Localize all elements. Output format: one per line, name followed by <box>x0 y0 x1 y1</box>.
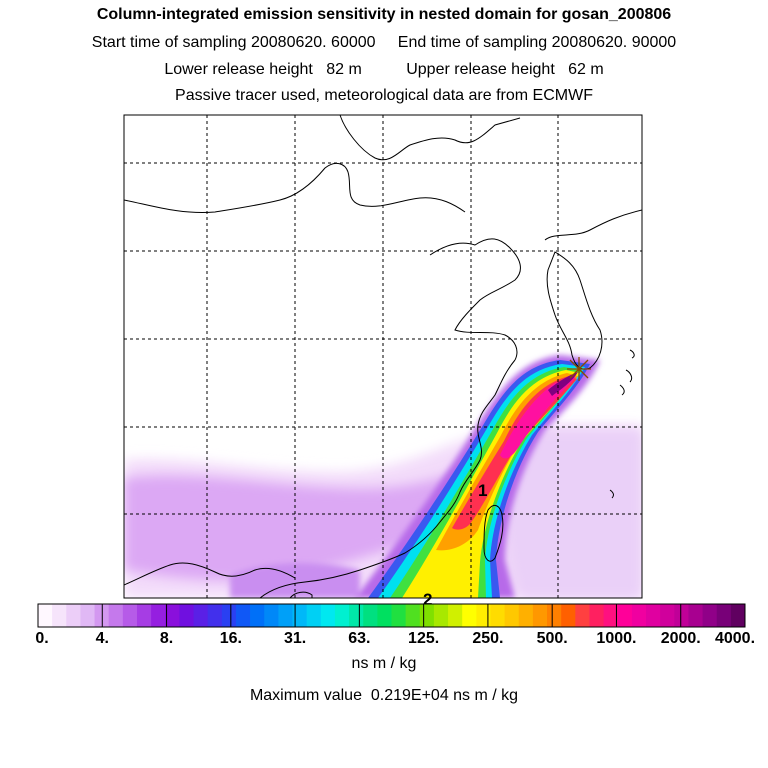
border-northeast <box>544 209 642 241</box>
colorbar-swatch <box>38 604 53 627</box>
coast-bohai-shandong <box>429 238 521 361</box>
colorbar-swatch <box>660 604 675 627</box>
colorbar-swatch <box>448 604 463 627</box>
colorbar-tick-label: 8. <box>159 630 174 647</box>
border-mongolia <box>124 162 466 214</box>
colorbar-swatch <box>80 604 96 627</box>
colorbar-swatch <box>52 604 67 627</box>
colorbar-swatch <box>631 604 647 627</box>
colorbar-swatch <box>250 604 265 627</box>
colorbar-swatch <box>306 604 322 627</box>
colorbar-tick-label: 31. <box>283 630 307 647</box>
colorbar-swatch <box>646 604 661 627</box>
island-hainan <box>289 591 313 598</box>
maximum-value-label: Maximum value 0.219E+04 ns m / kg <box>249 687 519 704</box>
colorbar-swatch <box>518 604 534 627</box>
sensitivity-southwest-patch <box>230 563 360 598</box>
colorbar-tick-label: 16. <box>219 630 242 647</box>
colorbar-units: ns m / kg <box>351 655 417 672</box>
plume-band-red <box>452 376 577 530</box>
colorbar-swatch <box>617 604 633 627</box>
release-height-line: Lower release height 82 m Upper release … <box>164 61 604 78</box>
coast-korea <box>546 251 603 370</box>
plume-label-1: 1 <box>478 481 487 500</box>
colorbar-swatch <box>547 604 562 627</box>
colorbar-swatch <box>264 604 279 627</box>
colorbar-tick-label: 250. <box>472 630 504 647</box>
colorbar-swatch <box>292 604 308 627</box>
colorbar-tick-label: 1000. <box>596 630 637 647</box>
colorbar-swatch <box>278 604 294 627</box>
colorbar-swatches <box>38 604 746 627</box>
colorbar-tick-label: 125. <box>408 630 440 647</box>
colorbar-swatch <box>334 604 350 627</box>
colorbar-swatch <box>532 604 548 627</box>
colorbar-swatch <box>476 604 491 627</box>
lat-lon-grid <box>124 115 642 598</box>
map-frame <box>123 114 643 599</box>
colorbar-swatch <box>462 604 477 627</box>
colorbar-swatch <box>603 604 619 627</box>
map-title: Column-integrated emission sensitivity i… <box>96 6 672 23</box>
colorbar-swatch <box>136 604 152 627</box>
coastlines <box>124 115 642 598</box>
colorbar-swatch <box>179 604 195 627</box>
colorbar-swatch <box>688 604 704 627</box>
colorbar-swatch <box>674 604 689 627</box>
colorbar-swatch <box>207 604 223 627</box>
colorbar-swatch <box>419 604 435 627</box>
colorbar-swatch <box>730 604 746 627</box>
colorbar-swatch <box>320 604 336 627</box>
colorbar-tick-label: 0. <box>35 630 49 647</box>
colorbar-tick-label: 63. <box>348 630 371 647</box>
colorbar-tick-label: 4. <box>95 630 109 647</box>
plume-band-magenta <box>500 377 576 459</box>
colorbar-swatch <box>504 604 520 627</box>
colorbar-swatch <box>433 604 449 627</box>
colorbar-swatch <box>405 604 421 627</box>
colorbar-swatch <box>377 604 392 627</box>
border-southwest <box>124 562 296 586</box>
tracer-info-line: Passive tracer used, meteorological data… <box>175 87 593 104</box>
colorbar-frame <box>37 603 746 628</box>
colorbar-swatch <box>221 604 237 627</box>
sampling-time-line: Start time of sampling 20080620. 60000 E… <box>91 34 677 51</box>
release-point-star-icon <box>567 357 591 381</box>
colorbar-tick-label: 2000. <box>660 630 701 647</box>
colorbar-swatch <box>589 604 605 627</box>
colorbar-swatch <box>490 604 506 627</box>
colorbar-swatch <box>561 604 576 627</box>
colorbar-tick-label: 4000. <box>714 630 756 647</box>
colorbar-swatch <box>363 604 378 627</box>
coast-taiwan <box>483 504 504 562</box>
sensitivity-low-band <box>124 465 480 581</box>
colorbar-swatch <box>122 604 138 627</box>
colorbar-swatch <box>151 604 166 627</box>
colorbar-swatch <box>575 604 590 627</box>
colorbar-swatch <box>349 604 364 627</box>
sensitivity-field <box>124 355 642 598</box>
colorbar-swatch <box>716 604 732 627</box>
colorbar-swatch <box>108 604 124 627</box>
plume-label-2: 2 <box>423 590 432 609</box>
coast-japan-islands <box>609 349 635 499</box>
colorbar-swatch <box>235 604 251 627</box>
colorbar-swatch <box>193 604 209 627</box>
colorbar-tick-label: 500. <box>536 630 568 647</box>
colorbar-dividers <box>101 604 682 627</box>
colorbar-swatch <box>66 604 81 627</box>
colorbar-swatch <box>391 604 407 627</box>
coast-east-china <box>259 359 516 598</box>
colorbar-swatch <box>165 604 180 627</box>
colorbar-swatch <box>702 604 718 627</box>
